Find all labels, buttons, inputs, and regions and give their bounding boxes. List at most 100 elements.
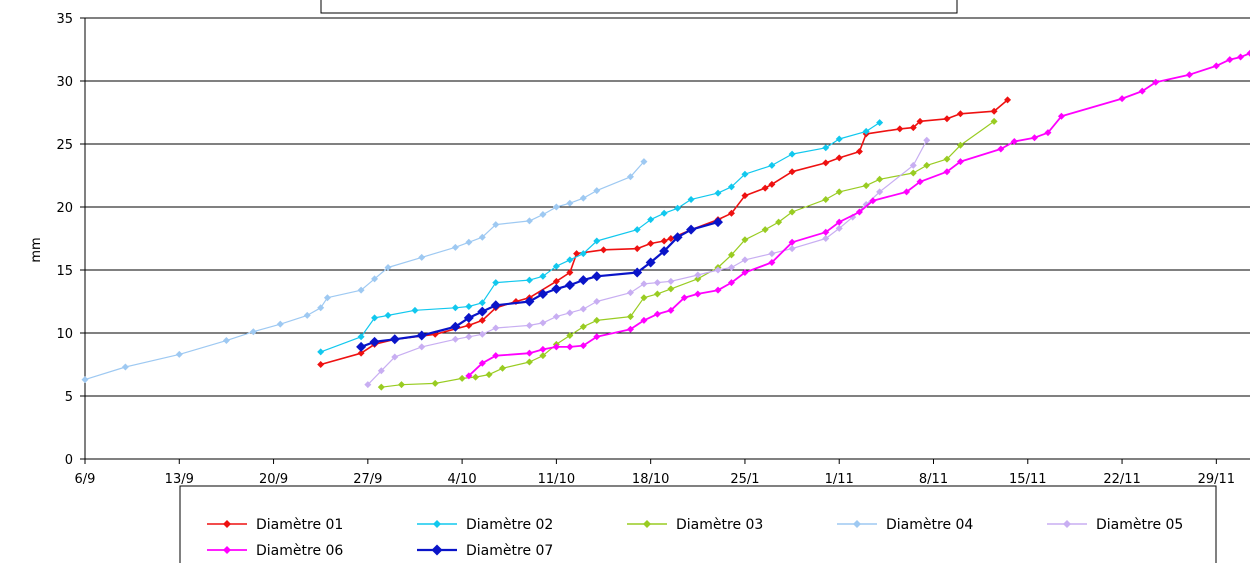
data-point xyxy=(1138,87,1146,95)
data-point xyxy=(579,250,587,258)
data-point xyxy=(727,183,735,191)
legend-label: Diamètre 06 xyxy=(256,543,343,559)
data-point xyxy=(323,294,331,302)
data-point xyxy=(916,178,924,186)
legend-swatch-marker xyxy=(853,520,861,528)
data-point xyxy=(465,303,473,311)
data-point xyxy=(356,341,367,352)
legend-item-diametre-01: Diamètre 01 xyxy=(207,517,343,533)
data-point xyxy=(694,290,702,298)
data-point xyxy=(600,246,608,254)
data-point xyxy=(492,324,500,332)
data-point xyxy=(552,203,560,211)
data-point xyxy=(632,267,643,278)
data-point xyxy=(391,353,399,361)
legend-label: Diamètre 02 xyxy=(466,517,553,533)
data-point xyxy=(943,155,951,163)
y-tick-label: 5 xyxy=(65,390,73,405)
data-point xyxy=(539,272,547,280)
data-point xyxy=(121,363,129,371)
data-point xyxy=(835,188,843,196)
data-point xyxy=(578,275,589,286)
data-point xyxy=(645,257,656,268)
x-tick-label: 20/9 xyxy=(259,472,288,487)
data-point xyxy=(741,269,749,277)
data-point xyxy=(463,312,474,323)
data-point xyxy=(451,243,459,251)
data-point xyxy=(1246,49,1250,57)
data-point xyxy=(680,294,688,302)
data-point xyxy=(552,277,560,285)
data-point xyxy=(371,275,379,283)
data-point xyxy=(564,280,575,291)
data-point xyxy=(660,237,668,245)
data-point xyxy=(552,313,560,321)
data-point xyxy=(1010,137,1018,145)
data-point xyxy=(660,209,668,217)
data-point xyxy=(741,236,749,244)
data-point xyxy=(862,200,870,208)
data-point xyxy=(741,170,749,178)
data-point xyxy=(364,381,372,389)
chart-title-box xyxy=(320,0,958,14)
data-point xyxy=(822,195,830,203)
legend-label: Diamètre 07 xyxy=(466,543,553,559)
data-point xyxy=(416,330,427,341)
data-point xyxy=(357,349,365,357)
data-point xyxy=(990,107,998,115)
data-point xyxy=(465,238,473,246)
x-tick-label: 18/10 xyxy=(632,472,669,487)
data-point xyxy=(822,159,830,167)
data-point xyxy=(1237,53,1245,61)
y-tick-labels: 0 5 10 15 20 25 30 35 xyxy=(56,12,73,468)
data-point xyxy=(593,237,601,245)
series-line xyxy=(320,99,1009,366)
data-point xyxy=(876,119,884,127)
data-point xyxy=(956,110,964,118)
data-point xyxy=(768,250,776,258)
data-point xyxy=(411,306,419,314)
x-tick-label: 15/11 xyxy=(1009,472,1046,487)
series-diametre-01 xyxy=(317,96,1012,368)
data-point xyxy=(727,279,735,287)
data-point xyxy=(674,204,682,212)
data-point xyxy=(369,336,380,347)
data-point xyxy=(761,226,769,234)
data-point xyxy=(626,173,634,181)
data-point xyxy=(633,245,641,253)
legend-item-diametre-04: Diamètre 04 xyxy=(837,517,973,533)
data-point xyxy=(472,373,480,381)
legend: Diamètre 01 Diamètre 02 Diamètre 03 Diamètr… xyxy=(179,485,1217,563)
x-tick-label: 8/11 xyxy=(919,472,948,487)
legend-label: Diamètre 04 xyxy=(886,517,973,533)
data-point xyxy=(465,321,473,329)
data-point xyxy=(384,263,392,271)
data-point xyxy=(761,184,769,192)
data-point xyxy=(768,258,776,266)
axes xyxy=(80,17,1250,464)
data-point xyxy=(566,309,574,317)
data-point xyxy=(418,253,426,261)
data-point xyxy=(81,376,89,384)
data-point xyxy=(923,161,931,169)
data-point xyxy=(687,195,695,203)
x-tick-label: 1/11 xyxy=(825,472,854,487)
data-point xyxy=(626,289,634,297)
data-point xyxy=(626,313,634,321)
y-tick-label: 30 xyxy=(56,75,73,90)
data-point xyxy=(788,168,796,176)
data-point xyxy=(551,283,562,294)
legend-item-diametre-07: Diamètre 07 xyxy=(417,543,553,559)
data-point xyxy=(835,224,843,232)
data-point xyxy=(249,328,257,336)
data-point xyxy=(876,175,884,183)
data-point xyxy=(903,188,911,196)
data-point xyxy=(713,217,724,228)
data-point xyxy=(667,285,675,293)
x-tick-label: 25/1 xyxy=(730,472,759,487)
data-point xyxy=(525,217,533,225)
data-point xyxy=(647,216,655,224)
x-tick-label: 29/11 xyxy=(1198,472,1235,487)
x-tick-label: 6/9 xyxy=(75,472,96,487)
data-point xyxy=(990,117,998,125)
